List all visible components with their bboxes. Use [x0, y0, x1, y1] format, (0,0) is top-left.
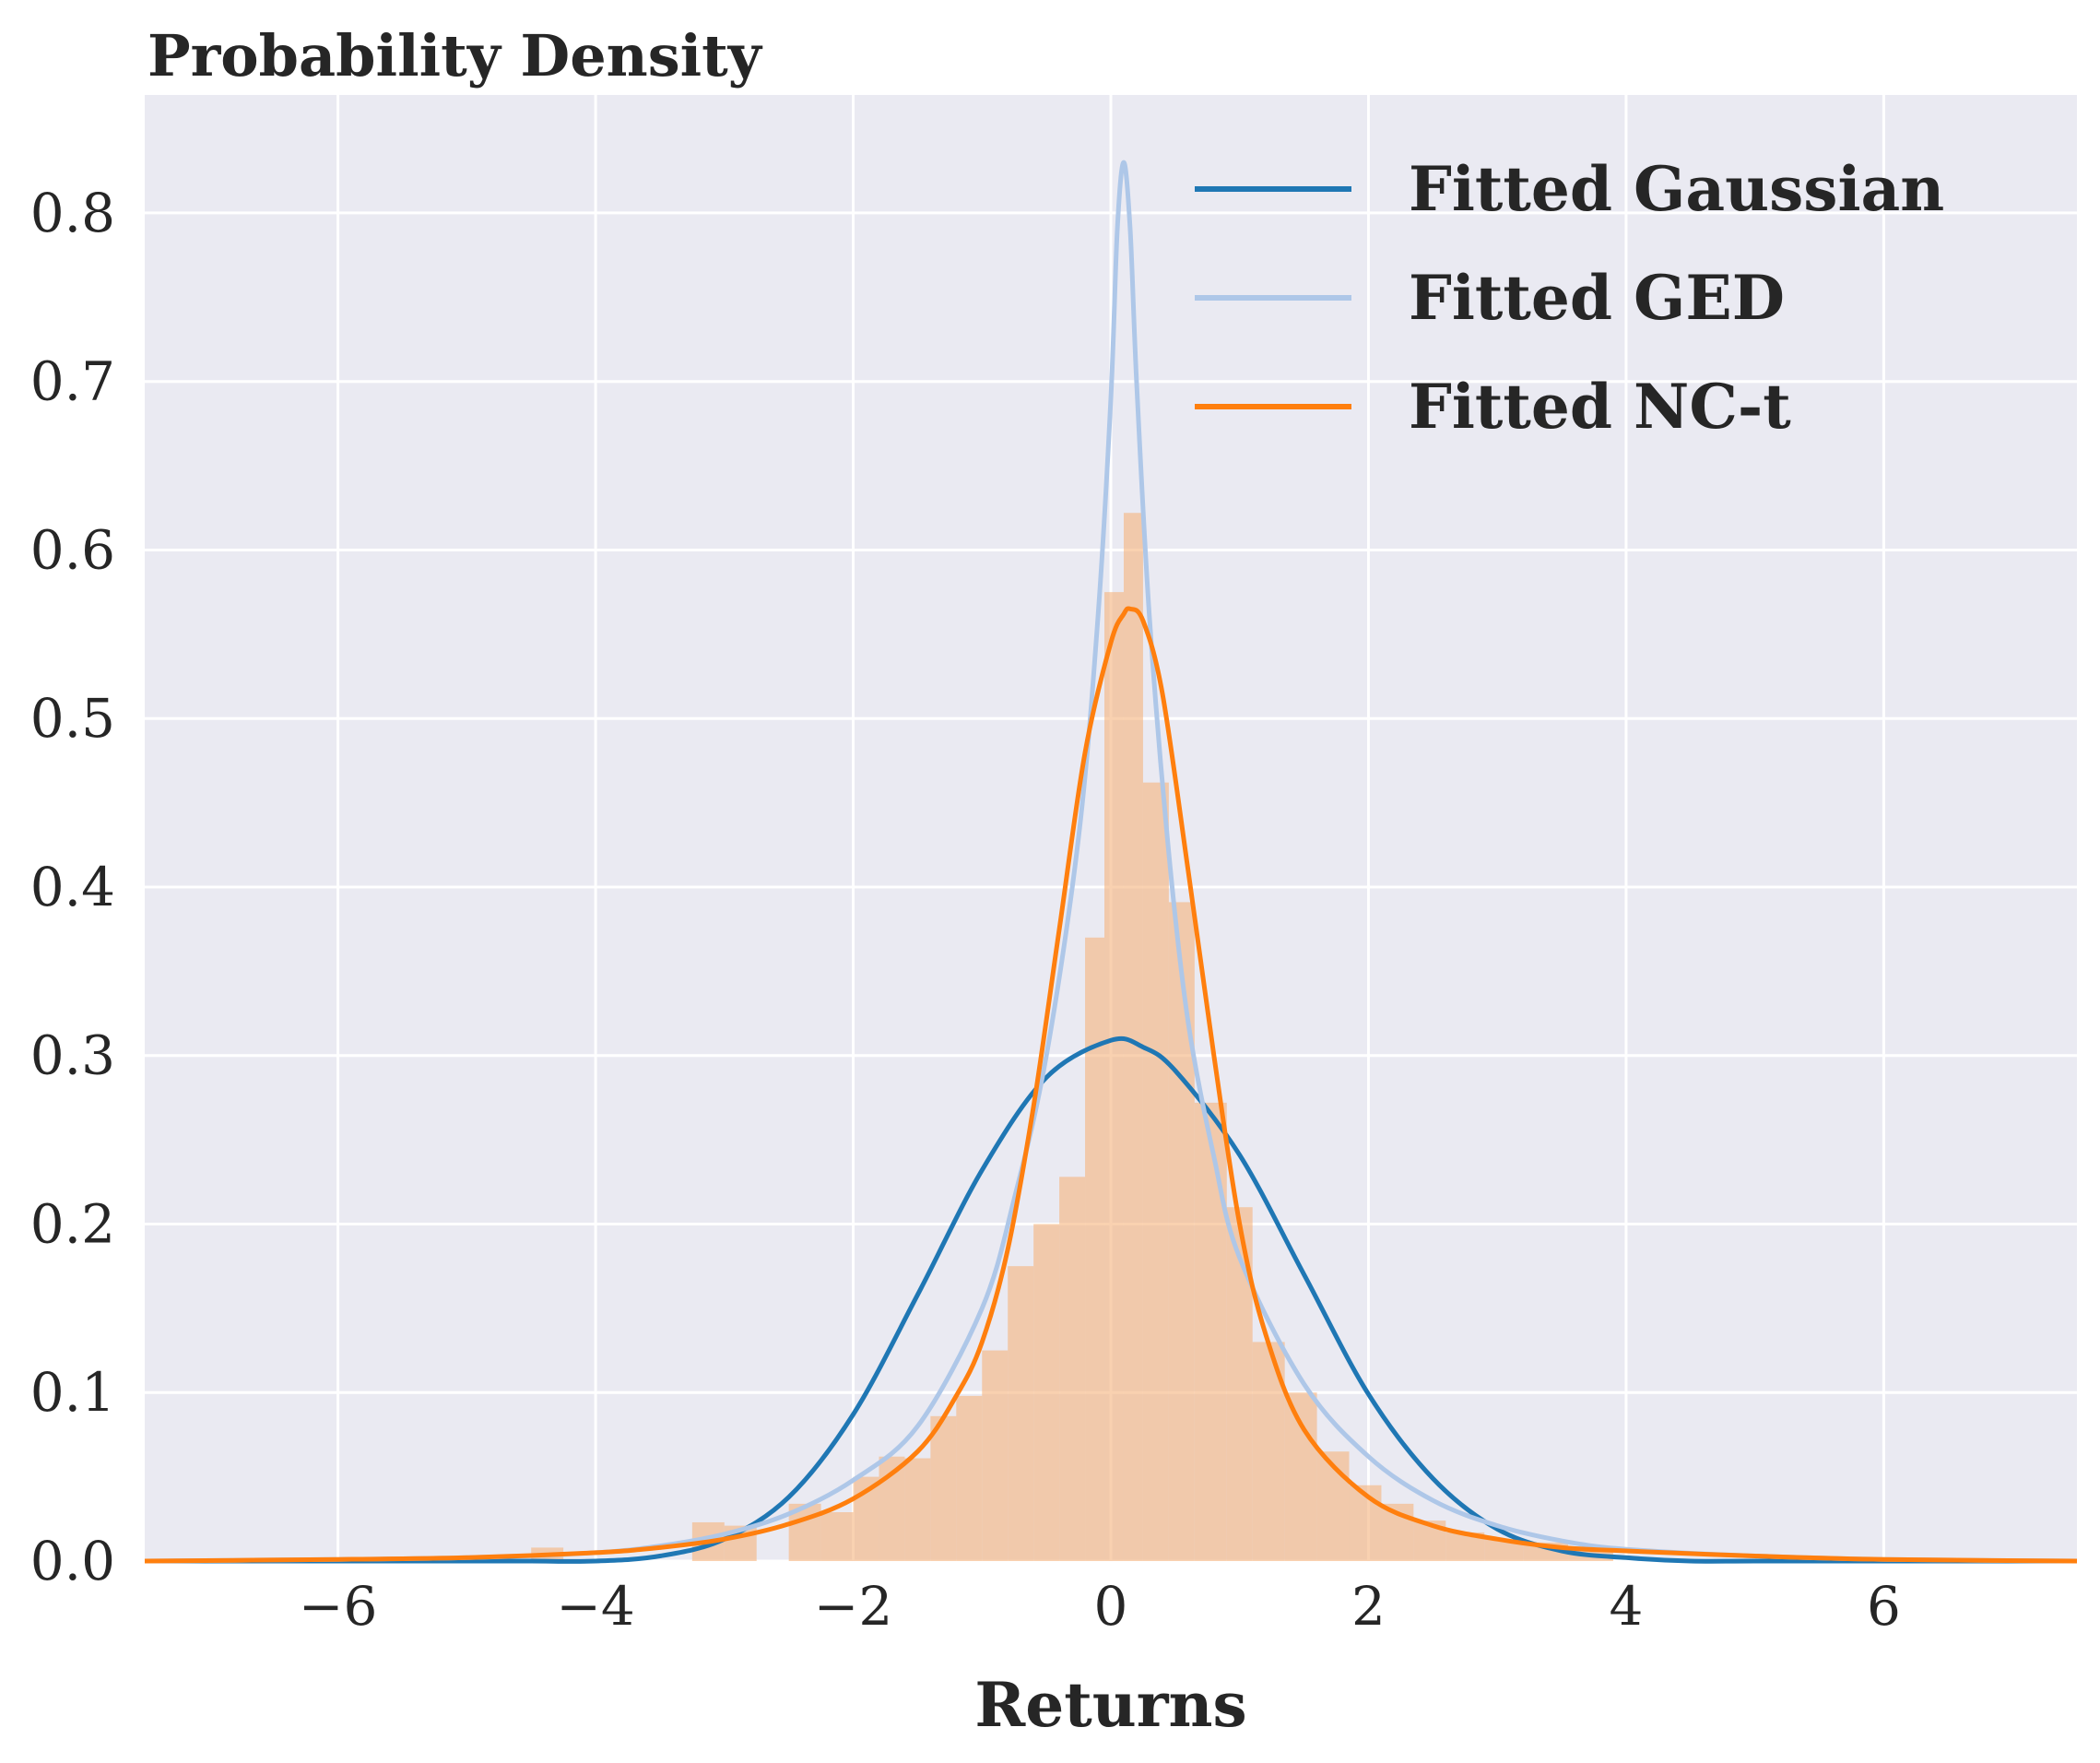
y-tick-label: 0.3 — [30, 1024, 115, 1087]
y-tick-label: 0.4 — [30, 856, 115, 918]
histogram-bar — [1008, 1266, 1034, 1561]
histogram-bar — [1123, 513, 1143, 1561]
legend-label: Fitted GED — [1409, 262, 1785, 334]
histogram-bar — [1168, 902, 1195, 1561]
histogram-bar — [956, 1395, 983, 1561]
histogram-bar — [1142, 782, 1169, 1561]
y-tick-label: 0.2 — [30, 1192, 115, 1255]
histogram-bar — [1194, 1102, 1227, 1561]
fitted-nc-t-line — [144, 606, 2078, 1564]
y-tick-label: 0.1 — [30, 1361, 115, 1424]
histogram-bar — [982, 1350, 1009, 1561]
histogram-bar — [820, 1512, 854, 1561]
legend-label: Fitted NC-t — [1409, 371, 1791, 443]
fitted-ged-line — [144, 160, 2078, 1564]
histogram-bar — [1104, 592, 1124, 1561]
histogram-bar — [1059, 1177, 1086, 1561]
x-tick-label: 4 — [1609, 1575, 1643, 1638]
x-tick-labels: −6 −4 −2 0 2 4 6 — [299, 1575, 1901, 1638]
legend: Fitted Gaussian Fitted GED Fitted NC-t — [1195, 153, 1944, 443]
y-tick-labels: 0.0 0.1 0.2 0.3 0.4 0.5 0.6 0.7 0.8 — [30, 182, 115, 1592]
histogram-bar — [1033, 1224, 1060, 1561]
density-curves — [144, 160, 2078, 1564]
histogram-bar — [904, 1458, 931, 1561]
y-tick-label: 0.8 — [30, 182, 115, 244]
chart-title: Probability Density — [147, 22, 763, 89]
y-tick-label: 0.7 — [30, 350, 115, 413]
x-tick-label: −6 — [299, 1575, 378, 1638]
histogram-bar — [930, 1415, 957, 1561]
y-tick-label: 0.6 — [30, 518, 115, 581]
x-tick-label: 6 — [1867, 1575, 1901, 1638]
y-tick-label: 0.0 — [30, 1530, 115, 1592]
fitted-gaussian-line — [144, 1035, 2077, 1564]
histogram-bar — [1484, 1539, 1524, 1561]
histogram-bar — [1085, 937, 1105, 1561]
x-tick-label: −2 — [814, 1575, 893, 1638]
legend-label: Fitted Gaussian — [1409, 153, 1944, 225]
histogram-bar — [1349, 1485, 1382, 1561]
x-tick-label: 2 — [1351, 1575, 1386, 1638]
x-tick-label: −4 — [556, 1575, 635, 1638]
x-axis-label: Returns — [974, 1669, 1246, 1741]
x-tick-label: 0 — [1094, 1575, 1128, 1638]
histogram-bar — [1316, 1451, 1350, 1561]
y-tick-label: 0.5 — [30, 687, 115, 750]
histogram-bar — [1284, 1392, 1317, 1561]
histogram-bars — [531, 513, 1613, 1561]
